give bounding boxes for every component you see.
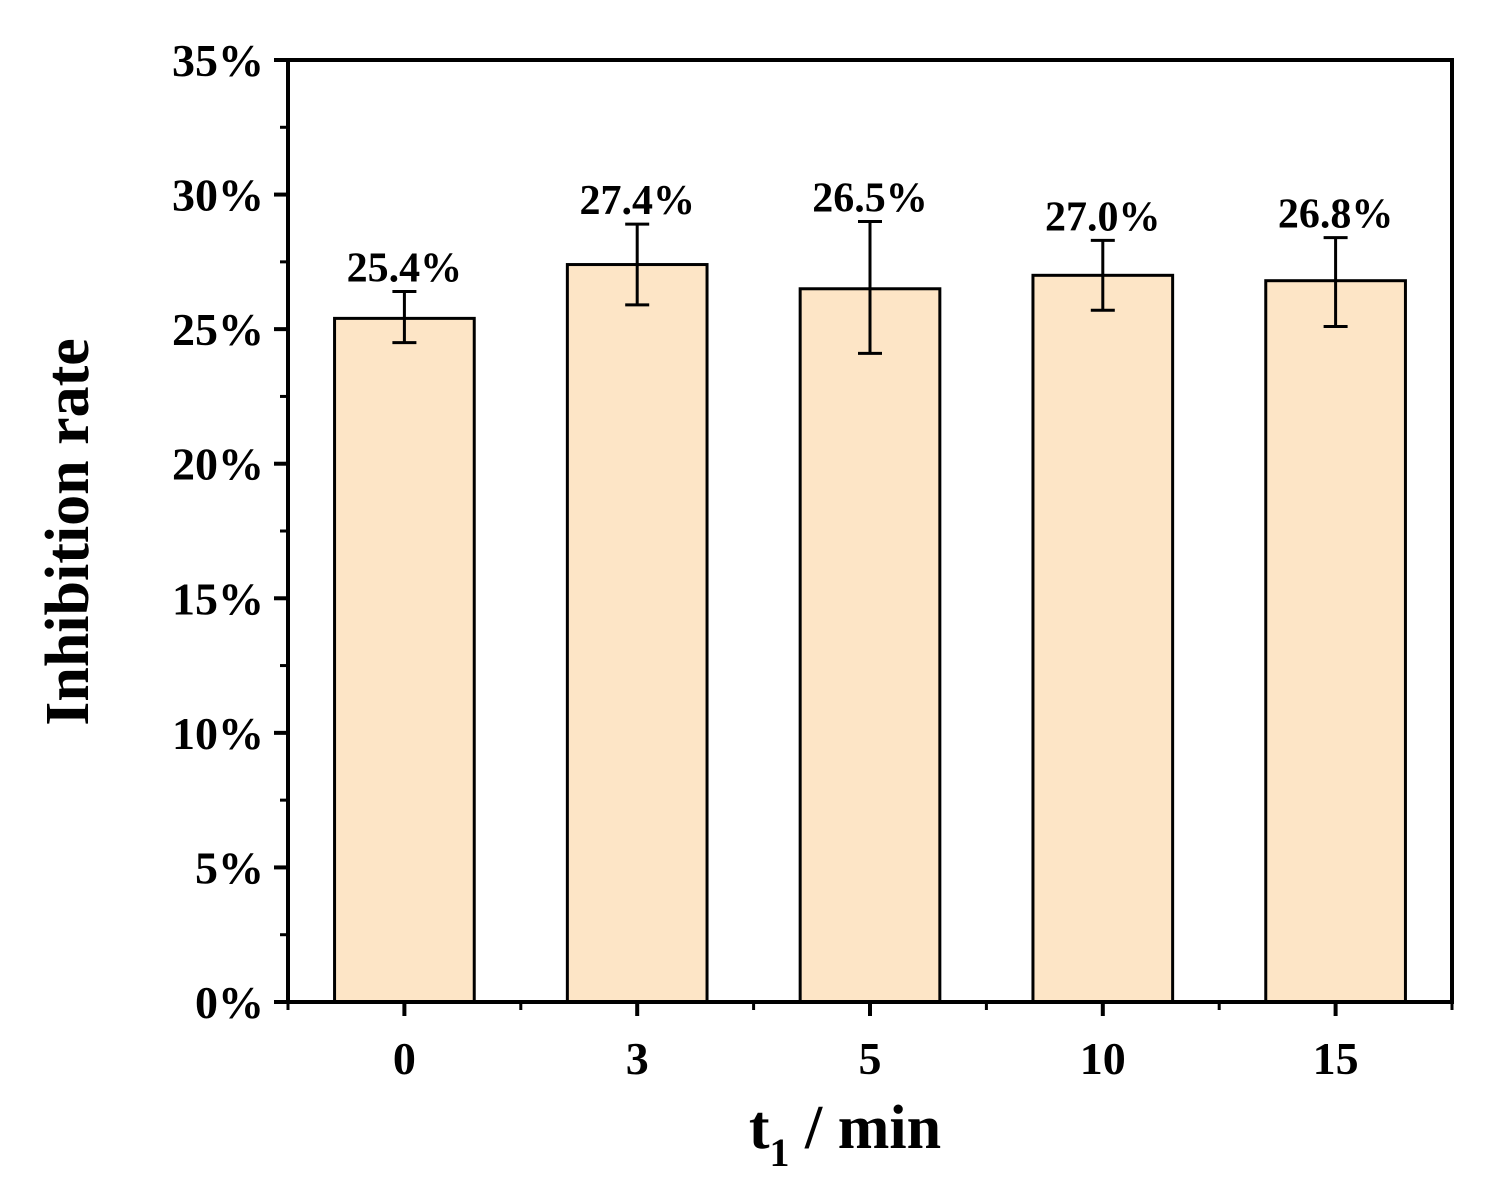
bar [565, 263, 709, 1004]
x-tick-label: 15 [1313, 1033, 1359, 1084]
x-tick-label: 0 [393, 1033, 416, 1084]
x-axis-title-subscript: 1 [770, 1130, 790, 1175]
y-tick-label: 10% [172, 708, 264, 759]
bar [333, 316, 476, 1004]
y-tick-label: 25% [172, 304, 264, 355]
x-tick-label: 3 [626, 1033, 649, 1084]
y-tick-label: 0% [195, 977, 264, 1028]
data-label: 25.4% [347, 245, 463, 291]
plot-frame [286, 58, 1454, 1004]
data-label: 27.0% [1045, 194, 1161, 240]
y-tick-label: 35% [172, 35, 264, 86]
data-label: 26.8% [1278, 192, 1394, 238]
y-tick-label: 30% [172, 170, 264, 221]
x-axis-title-rest: / min [790, 1094, 942, 1162]
y-tick-label: 5% [195, 842, 264, 893]
x-axis-title: t1 / min [749, 1094, 941, 1175]
bar [1031, 273, 1175, 1004]
y-tick-label: 15% [172, 573, 264, 624]
y-axis-title: Inhibition rate [34, 338, 102, 726]
data-label: 26.5% [812, 175, 928, 221]
x-axis-title-main: t [749, 1094, 770, 1162]
bar [1264, 279, 1407, 1004]
y-tick-label: 20% [172, 439, 264, 490]
bar [798, 287, 942, 1004]
x-tick-label: 10 [1080, 1033, 1126, 1084]
x-tick-label: 5 [859, 1033, 882, 1084]
data-label: 27.4% [579, 178, 695, 224]
